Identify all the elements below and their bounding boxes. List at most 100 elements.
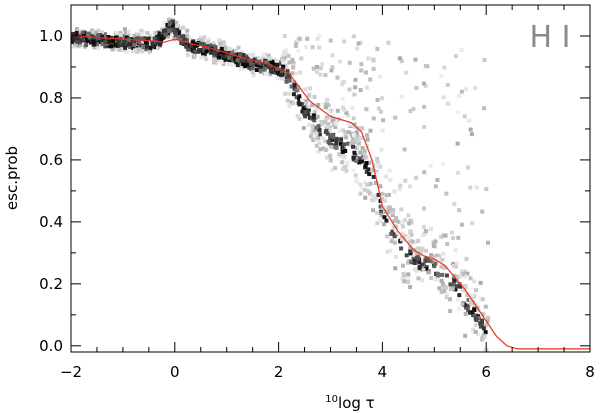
density-point [110, 39, 115, 43]
density-point [333, 145, 338, 150]
density-point [440, 272, 445, 277]
density-point [251, 73, 256, 78]
density-point [356, 137, 361, 141]
density-point [200, 41, 205, 46]
density-point [357, 160, 362, 165]
density-point [352, 92, 357, 97]
density-point [217, 38, 222, 43]
density-point [147, 50, 152, 55]
density-point [218, 43, 223, 48]
density-point [71, 33, 76, 38]
density-point [181, 25, 186, 30]
density-point [303, 109, 308, 114]
density-point [330, 65, 335, 70]
density-point [407, 221, 412, 226]
density-point [227, 58, 232, 62]
x-tick-label: −2 [60, 363, 82, 381]
density-point [334, 138, 339, 142]
density-point [422, 206, 426, 211]
density-point [193, 49, 198, 54]
density-point [317, 128, 322, 132]
density-point [309, 130, 314, 135]
density-point [353, 85, 358, 90]
density-point [314, 125, 319, 130]
density-point [294, 95, 299, 100]
density-point [445, 101, 450, 106]
density-point [158, 42, 162, 47]
density-point [357, 156, 362, 161]
density-point [385, 234, 390, 239]
density-point [96, 28, 101, 33]
density-point [317, 45, 322, 50]
density-point [386, 40, 391, 45]
density-point [217, 40, 222, 45]
density-point [150, 40, 155, 45]
density-point [351, 133, 356, 137]
density-point [344, 168, 349, 173]
y-axis-title: esc.prob [3, 146, 21, 210]
density-point [462, 288, 467, 293]
density-point [296, 85, 301, 90]
density-point [245, 65, 250, 70]
density-point [382, 215, 387, 220]
density-point [417, 265, 422, 270]
density-point [333, 166, 338, 171]
density-point [415, 255, 420, 260]
density-point [360, 159, 365, 164]
density-point [399, 246, 404, 251]
density-point [186, 52, 190, 57]
density-point [363, 180, 368, 185]
density-point [482, 57, 487, 62]
density-point [378, 109, 383, 114]
density-point [457, 93, 462, 98]
density-point [95, 42, 100, 47]
density-point [418, 250, 423, 255]
density-point [388, 248, 393, 253]
density-point [423, 84, 428, 88]
density-point [275, 67, 280, 71]
density-point [103, 39, 108, 44]
density-point [340, 160, 345, 165]
density-point [437, 254, 442, 259]
density-point [227, 55, 232, 60]
density-point [123, 43, 128, 48]
density-point [294, 88, 298, 93]
x-tick-label: 0 [170, 363, 180, 381]
density-point [435, 178, 440, 182]
density-point [289, 84, 294, 89]
density-point [350, 105, 355, 110]
density-point [466, 297, 471, 302]
density-point [341, 152, 346, 157]
density-point [408, 109, 413, 113]
density-point [280, 59, 285, 64]
density-point [470, 221, 475, 226]
density-point [325, 97, 330, 102]
density-point [424, 248, 428, 253]
density-point [444, 273, 449, 278]
density-point [378, 164, 383, 169]
density-point [312, 110, 317, 115]
density-point [85, 33, 90, 38]
density-point [409, 259, 413, 264]
density-point [84, 43, 89, 48]
density-point [457, 293, 462, 298]
density-point [375, 159, 380, 164]
density-point [117, 47, 122, 52]
density-point [256, 67, 261, 72]
density-point [458, 284, 463, 289]
density-point [409, 220, 414, 225]
density-point [287, 60, 292, 65]
density-point [341, 79, 346, 84]
density-point [314, 106, 319, 111]
density-point [291, 101, 296, 106]
density-point [442, 288, 447, 293]
density-point [307, 122, 311, 127]
density-point [134, 32, 139, 37]
density-point [308, 134, 313, 139]
density-point [486, 240, 490, 245]
density-point [124, 30, 129, 35]
density-point [292, 82, 297, 87]
density-point [319, 120, 324, 124]
density-point [364, 161, 369, 166]
density-point [322, 102, 327, 107]
